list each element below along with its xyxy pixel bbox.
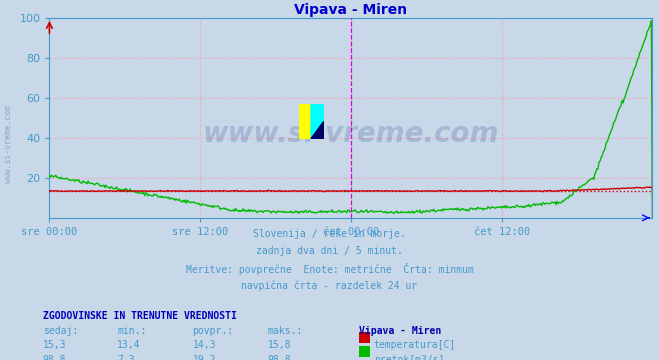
Text: Meritve: povprečne  Enote: metrične  Črta: minmum: Meritve: povprečne Enote: metrične Črta:…: [186, 263, 473, 275]
Text: zadnja dva dni / 5 minut.: zadnja dva dni / 5 minut.: [256, 246, 403, 256]
Polygon shape: [299, 104, 311, 139]
Text: ZGODOVINSKE IN TRENUTNE VREDNOSTI: ZGODOVINSKE IN TRENUTNE VREDNOSTI: [43, 311, 237, 321]
Text: Vipava - Miren: Vipava - Miren: [359, 326, 442, 336]
Text: maks.:: maks.:: [268, 326, 302, 336]
Text: 14,3: 14,3: [192, 340, 216, 350]
Text: pretok[m3/s]: pretok[m3/s]: [374, 355, 444, 360]
Text: Slovenija / reke in morje.: Slovenija / reke in morje.: [253, 229, 406, 239]
Text: 15,8: 15,8: [268, 340, 291, 350]
Text: www.si-vreme.com: www.si-vreme.com: [203, 120, 499, 148]
Polygon shape: [311, 104, 324, 139]
Text: navpična črta - razdelek 24 ur: navpična črta - razdelek 24 ur: [241, 280, 418, 291]
Title: Vipava - Miren: Vipava - Miren: [295, 3, 407, 17]
Text: povpr.:: povpr.:: [192, 326, 233, 336]
Text: 13,4: 13,4: [117, 340, 141, 350]
Text: 98,8: 98,8: [268, 355, 291, 360]
Text: 19,2: 19,2: [192, 355, 216, 360]
Text: min.:: min.:: [117, 326, 147, 336]
Text: 7,3: 7,3: [117, 355, 135, 360]
Polygon shape: [311, 122, 324, 139]
Text: sedaj:: sedaj:: [43, 326, 78, 336]
Text: 15,3: 15,3: [43, 340, 67, 350]
Text: temperatura[C]: temperatura[C]: [374, 340, 456, 350]
Text: 98,8: 98,8: [43, 355, 67, 360]
Text: www.si-vreme.com: www.si-vreme.com: [4, 105, 13, 183]
